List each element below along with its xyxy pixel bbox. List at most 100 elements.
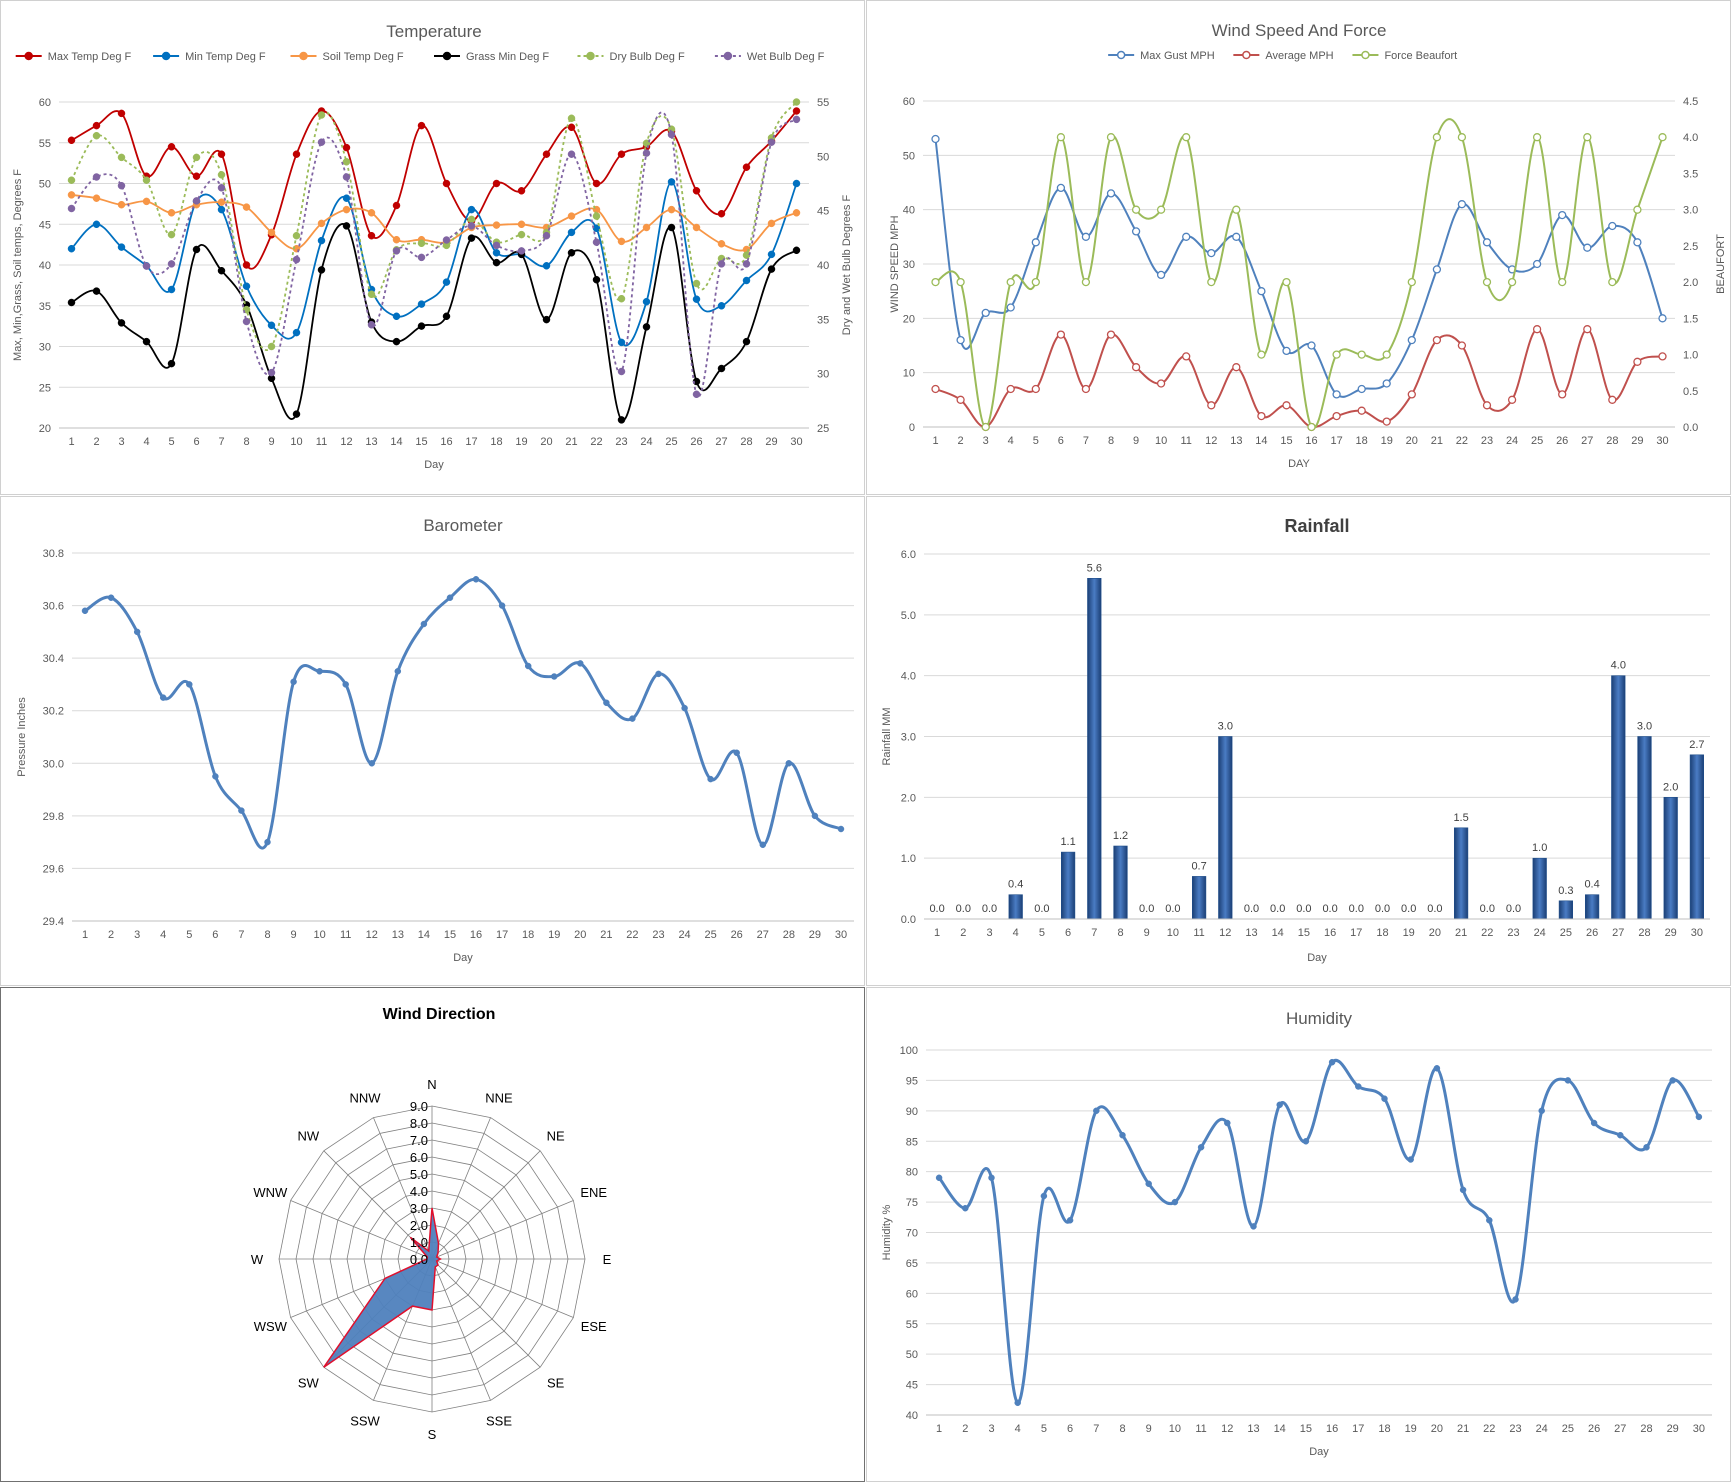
data-point [733, 749, 740, 757]
data-point [1357, 350, 1366, 359]
x-tick-label: 27 [757, 929, 769, 941]
x-tick-label: 18 [490, 436, 502, 448]
bar [1663, 796, 1678, 920]
data-point [1282, 401, 1291, 410]
data-point [1432, 335, 1442, 345]
legend-swatch-marker [24, 51, 33, 61]
data-point [292, 150, 301, 158]
data-point [367, 290, 376, 299]
data-point [316, 668, 323, 675]
x-tick-label: 1 [68, 436, 74, 448]
data-label: 0.0 [1375, 903, 1390, 915]
data-point [542, 315, 551, 324]
x-tick-label: 11 [1195, 1423, 1206, 1435]
x-tick-label: 17 [1352, 1423, 1364, 1435]
legend-label: Max Temp Deg F [48, 51, 132, 63]
radar-category-label: SSW [350, 1414, 380, 1429]
data-point [192, 245, 201, 254]
x-axis-title: Day [453, 952, 473, 964]
x-tick-label: 1 [932, 435, 938, 447]
x-tick-label: 18 [1356, 435, 1368, 447]
x-tick-label: 20 [1406, 435, 1418, 447]
data-point [392, 337, 401, 346]
data-point [692, 279, 701, 288]
x-tick-label: 27 [1581, 435, 1593, 447]
bar [1191, 876, 1207, 920]
radar-spoke [431, 1258, 491, 1401]
data-point [1407, 277, 1416, 287]
data-point [342, 681, 349, 688]
data-point [167, 359, 176, 368]
data-point [1583, 243, 1592, 252]
data-point [417, 253, 426, 262]
data-point [92, 121, 101, 130]
bar [1218, 736, 1233, 920]
data-point [67, 204, 76, 213]
y2-tick-label: 1.5 [1683, 313, 1698, 325]
x-tick-label: 1 [936, 1423, 942, 1435]
data-point [392, 247, 401, 255]
data-point [681, 704, 688, 712]
data-point [342, 222, 351, 230]
legend-swatch-marker [1361, 50, 1370, 60]
legend-swatch-marker [586, 51, 595, 61]
data-point [617, 150, 626, 158]
data-point [1332, 411, 1341, 421]
x-tick-label: 9 [1133, 435, 1139, 447]
y-tick-label: 30.8 [43, 548, 64, 560]
data-point [1486, 1217, 1493, 1224]
y-tick-label: 30.4 [43, 653, 64, 665]
data-point [592, 238, 601, 246]
data-point [707, 775, 714, 783]
x-tick-label: 7 [1093, 1423, 1099, 1435]
data-point [159, 694, 167, 701]
x-tick-label: 21 [1455, 927, 1467, 939]
data-point [217, 266, 226, 275]
x-tick-label: 5 [168, 436, 174, 448]
data-point [603, 699, 610, 707]
series-line [84, 577, 842, 850]
x-tick-label: 27 [1614, 1423, 1626, 1435]
bar [1584, 894, 1600, 920]
x-tick-label: 17 [1330, 435, 1342, 447]
data-point [592, 275, 601, 284]
legend-swatch-marker [299, 51, 308, 61]
x-axis-title: Day [1309, 1446, 1329, 1458]
data-label: 0.0 [1427, 903, 1442, 915]
data-point [792, 209, 801, 217]
x-tick-label: 21 [565, 436, 577, 448]
data-point [767, 250, 776, 259]
radar-tick-label: 7.0 [410, 1133, 428, 1148]
data-label: 0.0 [1139, 903, 1154, 915]
data-point [133, 628, 141, 636]
data-label: 5.6 [1087, 562, 1102, 574]
data-point [1006, 277, 1015, 287]
data-point [368, 760, 376, 767]
rainfall-chart-panel: Rainfall 0.0 1.0 2.0 3.0 4.0 5.0 6.0 0.0 1 0.0 2 0.0… [866, 496, 1731, 986]
data-point [367, 321, 376, 329]
x-tick-label: 25 [1531, 435, 1543, 447]
y2-axis-title: Dry and Wet Bulb Degrees F [841, 195, 853, 336]
bar [1113, 845, 1128, 920]
data-label: 0.4 [1008, 879, 1023, 891]
x-tick-label: 17 [496, 929, 508, 941]
x-tick-label: 26 [731, 929, 743, 941]
x-tick-label: 6 [1058, 435, 1064, 447]
x-tick-label: 6 [212, 929, 218, 941]
data-point [292, 410, 301, 418]
x-tick-label: 23 [1507, 927, 1519, 939]
y-tick-label: 10 [903, 368, 915, 380]
data-point [1232, 363, 1241, 372]
data-point [517, 230, 526, 239]
data-point [1207, 277, 1216, 287]
y2-tick-label: 25 [817, 423, 829, 435]
data-point [1276, 1101, 1283, 1109]
y2-tick-label: 30 [817, 369, 829, 381]
y-tick-label: 3.0 [901, 732, 916, 744]
data-point [342, 158, 351, 166]
legend-item: Force Beaufort [1352, 50, 1457, 62]
data-point [117, 181, 126, 190]
data-point [1056, 133, 1066, 142]
x-tick-label: 22 [1456, 435, 1468, 447]
data-label: 0.4 [1584, 879, 1599, 891]
